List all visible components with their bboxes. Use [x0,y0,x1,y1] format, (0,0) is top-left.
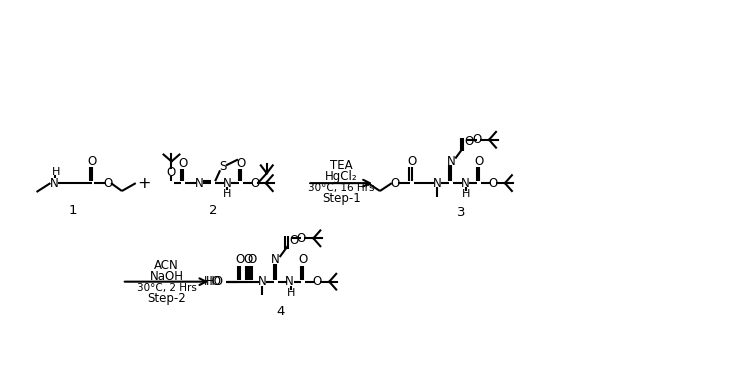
Text: N: N [50,177,59,190]
Text: O: O [390,177,399,190]
Text: HO: HO [204,275,222,288]
Text: O: O [247,254,256,267]
Text: N: N [222,177,231,190]
Text: H: H [223,189,231,199]
Text: O: O [289,234,298,247]
Text: O: O [243,254,252,267]
Text: 30°C, 2 Hrs: 30°C, 2 Hrs [137,283,197,293]
Text: O: O [167,166,176,179]
Text: Step-1: Step-1 [321,192,360,205]
Text: H: H [462,189,470,199]
Text: N: N [447,155,456,168]
Text: N: N [433,177,442,190]
Text: 30°C, 16 Hrs: 30°C, 16 Hrs [308,183,374,193]
Text: O: O [313,275,322,288]
Text: H: H [286,288,295,298]
Text: N: N [195,177,203,190]
Text: HgCl₂: HgCl₂ [325,170,357,183]
Text: TEA: TEA [330,159,352,172]
Text: O: O [179,157,188,170]
Text: O: O [465,135,474,148]
Text: O: O [87,155,97,168]
Text: H: H [52,167,61,177]
Text: O: O [407,155,416,168]
Text: 1: 1 [69,204,78,217]
Text: O: O [250,177,260,190]
Text: HO: HO [206,275,224,288]
Text: O: O [103,177,112,190]
Text: N: N [286,275,294,288]
Text: 3: 3 [457,206,465,219]
Text: O: O [236,157,246,170]
Text: O: O [236,254,244,267]
Text: NaOH: NaOH [150,270,184,283]
Text: N: N [272,254,280,267]
Text: O: O [488,177,498,190]
Text: Step-2: Step-2 [147,292,186,305]
Text: O: O [297,232,306,245]
Text: +: + [137,176,150,191]
Text: O: O [473,133,482,146]
Text: S: S [219,160,227,173]
Text: 2: 2 [209,204,217,217]
Text: N: N [461,177,470,190]
Text: N: N [258,275,266,288]
Text: O: O [299,254,308,267]
Text: O: O [474,155,484,168]
Text: ACN: ACN [154,259,179,272]
Text: 4: 4 [277,305,285,318]
